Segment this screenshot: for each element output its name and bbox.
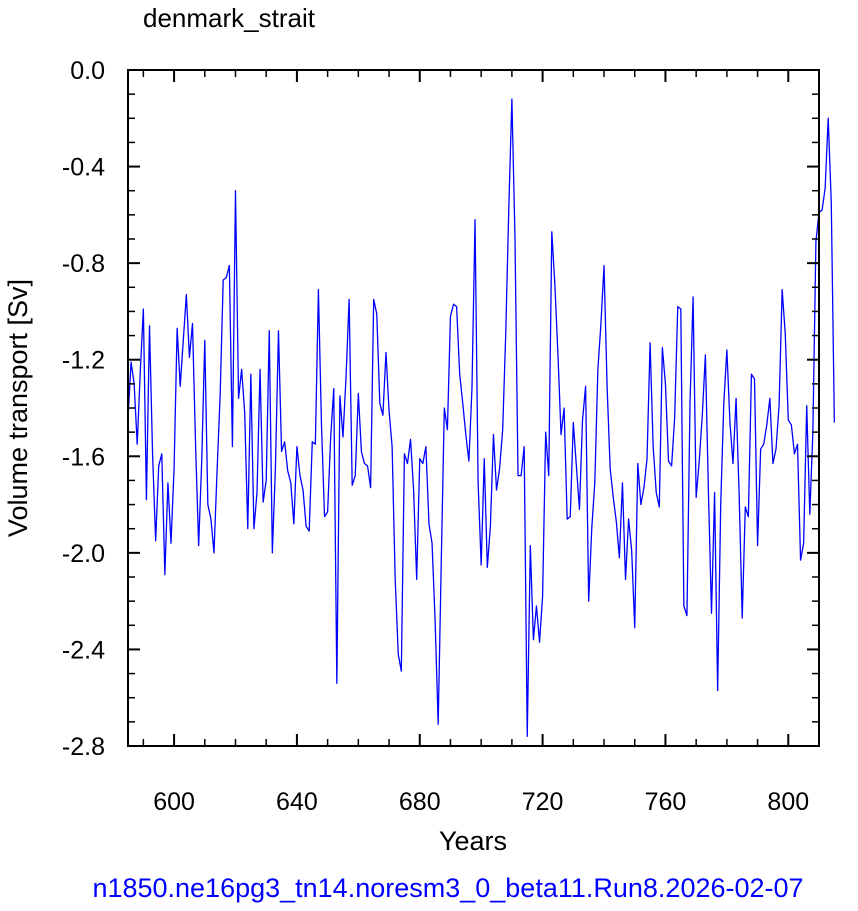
plot-area — [127, 98, 836, 737]
x-axis-title: Years — [439, 826, 507, 856]
y-tick-labels: 0.0 -0.4 -0.8 -1.2 -1.6 -2.0 -2.4 -2.8 — [62, 57, 105, 761]
x-tick-label: 760 — [645, 788, 687, 816]
y-tick-label: -2.4 — [62, 636, 105, 664]
y-tick-label: -1.6 — [62, 443, 105, 471]
y-tick-label: 0.0 — [70, 57, 105, 85]
footer-run-id: n1850.ne16pg3_tn14.noresm3_0_beta11.Run8… — [92, 873, 803, 903]
y-tick-label: -2.8 — [62, 733, 105, 761]
x-tick-label: 680 — [399, 788, 441, 816]
y-tick-label: -0.4 — [62, 154, 105, 182]
x-tick-label: 800 — [767, 788, 809, 816]
minor-ticks — [128, 70, 820, 746]
y-tick-label: -1.2 — [62, 347, 105, 375]
y-axis-title: Volume transport [Sv] — [3, 279, 33, 537]
chart-title: denmark_strait — [143, 3, 316, 33]
x-tick-label: 720 — [522, 788, 564, 816]
x-tick-label: 600 — [153, 788, 195, 816]
y-tick-label: -2.0 — [62, 540, 105, 568]
major-ticks — [128, 69, 819, 747]
x-tick-labels: 600 640 680 720 760 800 — [153, 788, 809, 816]
y-tick-label: -0.8 — [62, 250, 105, 278]
x-tick-label: 640 — [276, 788, 318, 816]
series-line — [127, 98, 836, 737]
